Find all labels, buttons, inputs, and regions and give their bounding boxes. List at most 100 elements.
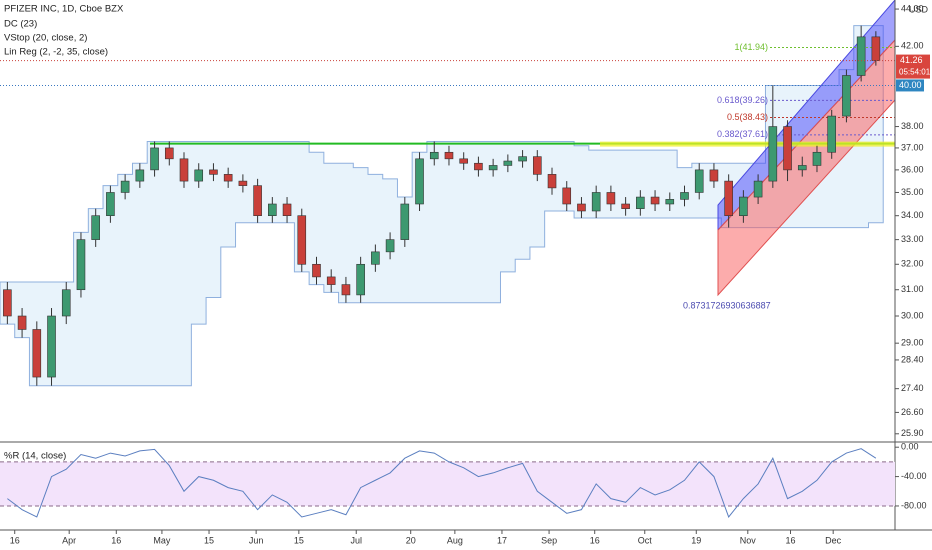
- candle-body: [91, 215, 100, 240]
- x-tick-label: 19: [691, 535, 701, 545]
- candle-body: [591, 192, 601, 212]
- candle-body: [415, 158, 424, 205]
- candle-body: [61, 289, 71, 317]
- x-tick-label: Oct: [638, 535, 653, 545]
- candle-body: [665, 199, 675, 205]
- x-tick-label: Jun: [249, 535, 264, 545]
- candle-body: [547, 174, 557, 189]
- x-tick-label: Dec: [825, 535, 842, 545]
- x-tick-label: 16: [590, 535, 600, 545]
- currency-label: USD: [909, 4, 929, 14]
- wr-line: [7, 448, 877, 518]
- candle-body: [106, 192, 115, 216]
- candle-body: [282, 203, 292, 216]
- x-tick-label: 20: [406, 535, 416, 545]
- countdown-label: 05:54:01: [899, 68, 931, 77]
- candle-body: [238, 180, 248, 186]
- y-tick-label: -40.00: [901, 471, 927, 481]
- last-price-box: [896, 54, 930, 79]
- x-tick-label: 15: [204, 535, 214, 545]
- indicator-label: DC (23): [4, 19, 37, 30]
- candle-body: [47, 315, 56, 378]
- x-tick-label: 16: [111, 535, 121, 545]
- x-tick-label: 16: [785, 535, 795, 545]
- candle-body: [17, 315, 27, 330]
- fib-label: 1(41.94): [734, 42, 768, 52]
- y-tick-label: 32.00: [901, 259, 924, 269]
- candle-body: [150, 147, 159, 171]
- resistance-zone: [600, 141, 895, 147]
- candle-body: [459, 158, 468, 164]
- candle-body: [636, 196, 645, 209]
- y-tick-label: -80.00: [901, 500, 927, 510]
- indicator-label: Lin Reg (2, -2, 35, close): [4, 47, 108, 58]
- candle-body: [827, 115, 837, 153]
- candle-body: [856, 36, 866, 76]
- x-tick-label: 17: [497, 535, 507, 545]
- candle-body: [194, 169, 204, 182]
- y-tick-label: 31.00: [901, 284, 924, 294]
- indicator-label: %R (14, close): [4, 451, 66, 462]
- candle-body: [680, 192, 689, 200]
- candle-body: [474, 162, 483, 171]
- candle-body: [842, 75, 851, 117]
- candle-body: [297, 215, 307, 265]
- x-tick-label: Apr: [62, 535, 76, 545]
- candle-body: [356, 263, 365, 296]
- y-tick-label: 26.60: [901, 407, 924, 417]
- y-tick-label: 42.00: [901, 41, 924, 51]
- candle-body: [326, 276, 336, 285]
- y-tick-label: 36.00: [901, 164, 924, 174]
- x-tick-label: 15: [294, 535, 304, 545]
- fib-label: 0.618(39.26): [717, 95, 768, 105]
- fib-label: 0.5(38.43): [727, 112, 768, 122]
- candle-body: [768, 126, 778, 182]
- y-tick-label: 0.00: [901, 442, 919, 452]
- donchian-channel: [0, 25, 884, 387]
- candle-body: [164, 147, 174, 160]
- candle-body: [400, 203, 410, 240]
- candle-body: [371, 251, 380, 265]
- candle-body: [739, 196, 748, 216]
- candle-body: [797, 165, 807, 171]
- candle-body: [120, 180, 130, 193]
- last-price-label: 41.26: [900, 55, 923, 65]
- candle-body: [577, 203, 586, 212]
- candle-body: [783, 126, 792, 171]
- y-tick-label: 29.00: [901, 338, 924, 348]
- candle-body: [135, 169, 145, 182]
- wr-band: [0, 461, 895, 506]
- y-tick-label: 34.00: [901, 210, 924, 220]
- candle-body: [812, 151, 822, 166]
- y-tick-label: 35.00: [901, 187, 924, 197]
- annotation: 0.8731726930636887: [683, 300, 771, 310]
- fib-label: 0.382(37.61): [717, 129, 768, 139]
- y-tick-label: 37.00: [901, 142, 924, 152]
- x-tick-label: Jul: [350, 535, 362, 545]
- y-tick-label: 28.40: [901, 354, 924, 364]
- y-tick-label: 33.00: [901, 234, 924, 244]
- x-tick-label: Nov: [740, 535, 757, 545]
- x-tick-label: 16: [10, 535, 20, 545]
- candle-body: [694, 169, 704, 193]
- candle-body: [3, 289, 12, 317]
- indicator-label: VStop (20, close, 2): [4, 33, 87, 44]
- price-line-box: [896, 79, 924, 92]
- candle-body: [385, 239, 395, 253]
- candle-body: [753, 180, 763, 198]
- candle-body: [606, 192, 616, 205]
- candle-body: [341, 284, 351, 296]
- y-tick-label: 30.00: [901, 310, 924, 320]
- candle-body: [268, 203, 277, 216]
- candle-body: [871, 36, 881, 61]
- candle-body: [444, 151, 454, 160]
- y-tick-label: 44.00: [901, 3, 924, 13]
- candle-body: [503, 160, 513, 166]
- candle-body: [724, 180, 733, 216]
- x-tick-label: Sep: [541, 535, 557, 545]
- candle-body: [312, 263, 321, 278]
- y-tick-label: 38.00: [901, 121, 924, 131]
- candle-body: [429, 151, 439, 160]
- candle-body: [621, 203, 630, 209]
